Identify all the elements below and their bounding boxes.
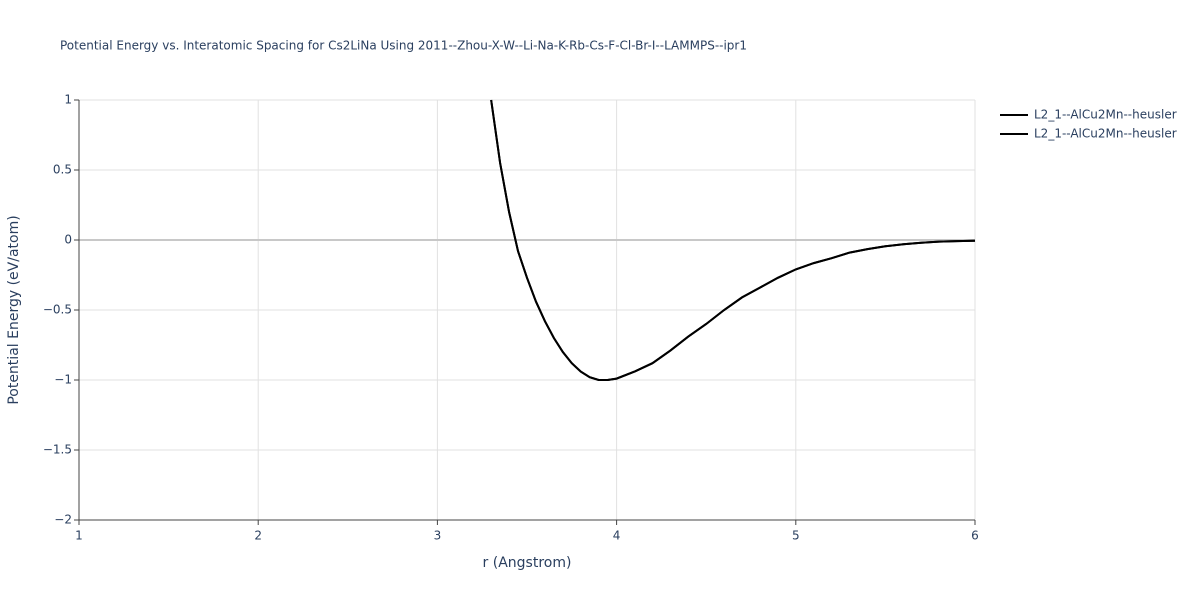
x-tick-label: 1 [75,529,83,543]
y-tick-label: 0 [64,233,72,247]
y-tick-label: −0.5 [43,303,72,317]
y-tick-label: 0.5 [53,163,72,177]
x-tick-label: 5 [792,529,800,543]
y-tick-label: −1 [54,373,72,387]
x-tick-label: 2 [254,529,262,543]
x-tick-label: 3 [434,529,442,543]
legend-label: L2_1--AlCu2Mn--heusler [1034,108,1177,122]
y-tick-label: −2 [54,513,72,527]
chart-title: Potential Energy vs. Interatomic Spacing… [60,39,747,53]
line-series [490,99,976,381]
legend-label: L2_1--AlCu2Mn--heusler [1034,127,1177,141]
y-tick-label: −1.5 [43,443,72,457]
x-axis-title: r (Angstrom) [483,555,572,571]
y-axis-title: Potential Energy (eV/atom) [6,215,22,404]
x-tick-label: 6 [971,529,979,543]
x-tick-label: 4 [613,529,621,543]
y-tick-label: 1 [64,93,72,107]
